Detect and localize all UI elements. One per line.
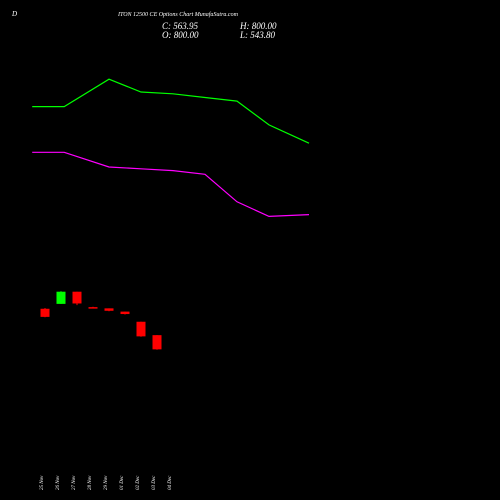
close-value: C: 563.95 bbox=[162, 21, 199, 31]
high-value: H: 800.00 bbox=[239, 21, 277, 31]
candle-body bbox=[88, 307, 98, 309]
chart-title: ITON 12500 CE Options Chart MunafaSutra.… bbox=[117, 11, 239, 18]
candle-body bbox=[152, 335, 162, 350]
x-tick-label: 25 Nov bbox=[40, 475, 45, 490]
candle bbox=[152, 335, 162, 350]
candle-body bbox=[104, 308, 114, 311]
candle-body bbox=[120, 311, 130, 315]
x-axis-labels: 25 Nov 26 Nov 27 Nov 28 Nov 29 Nov 01 Dec 02 D… bbox=[40, 475, 173, 490]
candle bbox=[120, 311, 130, 315]
candles bbox=[40, 291, 162, 350]
x-tick-label: 02 Dec bbox=[136, 475, 141, 490]
candle-body bbox=[136, 321, 146, 337]
candle bbox=[40, 307, 50, 318]
candle bbox=[88, 306, 98, 309]
low-value: L: 543.80 bbox=[239, 30, 276, 40]
candle bbox=[56, 291, 66, 304]
band-line-2 bbox=[32, 151, 310, 218]
candle-body bbox=[56, 291, 66, 304]
x-tick-label: 26 Nov bbox=[56, 475, 61, 490]
x-tick-label: 29 Nov bbox=[104, 475, 109, 490]
open-value: O: 800.00 bbox=[162, 30, 199, 40]
candle-body bbox=[40, 308, 50, 317]
candle bbox=[72, 291, 82, 306]
x-tick-label: 28 Nov bbox=[88, 475, 93, 490]
indicator-bands bbox=[32, 78, 310, 218]
candle bbox=[136, 321, 146, 337]
candle-body bbox=[72, 291, 82, 304]
band-line-1 bbox=[32, 78, 310, 144]
x-tick-label: 03 Dec bbox=[152, 475, 157, 490]
x-tick-label: 04 Dec bbox=[168, 475, 173, 490]
candle bbox=[104, 308, 114, 312]
x-tick-label: 27 Nov bbox=[72, 475, 77, 490]
symbol-prefix: D bbox=[11, 10, 17, 18]
x-tick-label: 01 Dec bbox=[120, 475, 125, 490]
